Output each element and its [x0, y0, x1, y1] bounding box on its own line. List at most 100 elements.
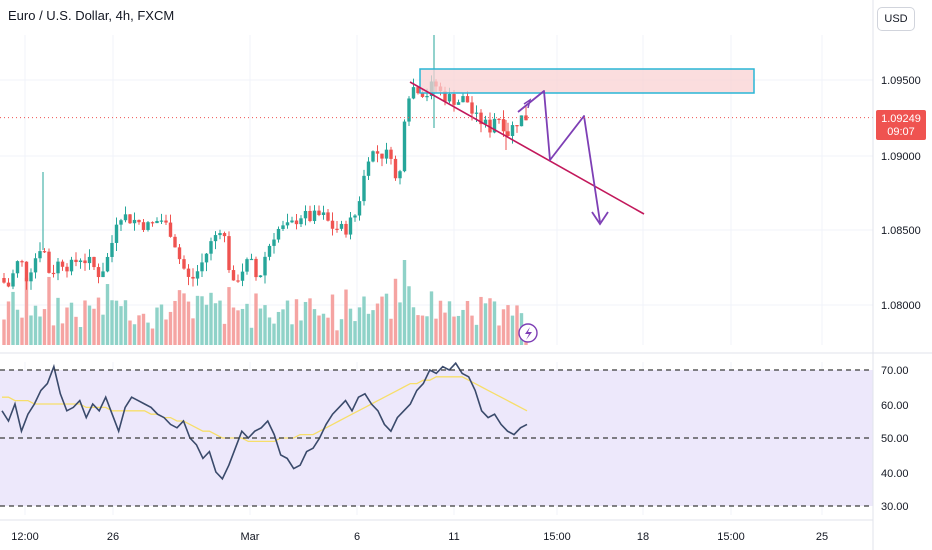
- candle-body: [357, 201, 362, 216]
- rsi-tick-label: 70.00: [881, 365, 909, 377]
- candle-body: [173, 236, 177, 248]
- candle-body: [447, 94, 452, 102]
- volume-bar: [78, 326, 83, 345]
- time-tick-label: Mar: [241, 531, 260, 543]
- volume-bar: [213, 303, 218, 345]
- volume-bar: [200, 296, 204, 345]
- drawings[interactable]: [0, 68, 873, 343]
- volume-bar: [366, 313, 371, 345]
- candle-body: [96, 267, 101, 278]
- volume-bar: [285, 300, 290, 345]
- candle-body: [470, 102, 474, 114]
- volume-bar: [222, 323, 227, 345]
- volume-bar: [96, 297, 101, 345]
- candle-body: [78, 260, 83, 263]
- candle-body: [137, 219, 141, 223]
- candle-body: [182, 259, 186, 269]
- volume-bar: [236, 310, 240, 345]
- volume-bar: [146, 322, 150, 345]
- volume-bar: [231, 307, 236, 345]
- candle-body: [452, 94, 456, 105]
- volume-bar: [483, 303, 488, 345]
- volume-bar: [47, 276, 51, 345]
- candle-body: [123, 214, 128, 221]
- volume-bar: [11, 291, 15, 345]
- candle-body: [92, 256, 96, 268]
- candle-body: [465, 96, 470, 103]
- volume-bar: [110, 300, 114, 345]
- volume-bar: [357, 307, 362, 345]
- candle-body: [335, 228, 339, 230]
- time-tick-label: 11: [448, 531, 459, 543]
- volume-bar: [312, 309, 317, 345]
- time-tick-label: 25: [816, 531, 828, 543]
- volume-bar: [245, 303, 249, 345]
- time-tick-label: 6: [354, 531, 360, 543]
- candle-body: [353, 215, 357, 218]
- candle-body: [83, 260, 87, 264]
- volume-bar: [290, 324, 294, 345]
- candle-body: [236, 280, 240, 282]
- volume-bar: [276, 311, 281, 345]
- candle-body: [497, 118, 501, 121]
- volume-bar: [371, 310, 375, 345]
- last-price-text: 1.09249: [881, 113, 921, 125]
- volume-bar: [74, 316, 78, 345]
- volume-bar: [492, 301, 497, 345]
- candle-body: [326, 212, 330, 221]
- candle-body: [6, 282, 11, 287]
- volume-bar: [173, 300, 177, 345]
- price-tick-label: 1.09000: [881, 151, 921, 163]
- candle-body: [231, 270, 236, 281]
- volume-bar: [452, 316, 456, 345]
- candle-body: [60, 261, 65, 267]
- currency-button[interactable]: USD: [877, 7, 915, 31]
- volume-bar: [362, 296, 366, 345]
- candle-body: [501, 119, 506, 132]
- candle-body: [213, 235, 218, 242]
- candle-body: [87, 256, 92, 264]
- volume-bar: [191, 318, 195, 345]
- candle-body: [249, 258, 254, 261]
- volume-bar: [506, 305, 510, 345]
- volume-bar: [438, 300, 443, 345]
- volume-bar: [294, 299, 299, 345]
- candle-body: [15, 261, 20, 274]
- descending-trendline: [409, 81, 645, 215]
- volume-bar: [164, 319, 168, 345]
- volume-bar: [353, 321, 357, 345]
- candle-body: [146, 222, 150, 230]
- candle-body: [204, 253, 209, 263]
- volume-bar: [51, 325, 56, 345]
- candle-body: [20, 261, 24, 263]
- volume-bar: [258, 308, 263, 345]
- resistance-zone: [419, 68, 755, 94]
- volume-bar: [321, 313, 326, 345]
- volume-bar: [141, 313, 146, 345]
- candle-body: [101, 271, 105, 278]
- tick-labels: 1.09500 1.09000 1.08500 1.08000 70.00 60.00 50…: [11, 75, 921, 543]
- candle-body: [186, 268, 191, 277]
- volume-bar: [119, 306, 123, 345]
- volume-bar: [317, 315, 321, 345]
- candle-body: [119, 220, 123, 225]
- candle-body: [389, 149, 393, 159]
- candle-body: [56, 261, 60, 274]
- candle-body: [299, 218, 303, 225]
- volume-bar: [209, 292, 213, 345]
- volume-bar: [105, 284, 110, 345]
- rsi-tick-label: 50.00: [881, 433, 909, 445]
- symbol-title[interactable]: Euro / U.S. Dollar, 4h, FXCM: [8, 8, 175, 23]
- candle-body: [132, 219, 137, 224]
- volume-bar: [308, 298, 312, 345]
- volume-bar: [380, 296, 384, 345]
- candle-body: [384, 149, 389, 159]
- candle-body: [474, 112, 479, 114]
- candle-body: [267, 245, 272, 257]
- candle-body: [258, 275, 263, 278]
- volume-bar: [20, 317, 24, 345]
- candle-body: [479, 112, 483, 125]
- volume-bar: [204, 304, 209, 345]
